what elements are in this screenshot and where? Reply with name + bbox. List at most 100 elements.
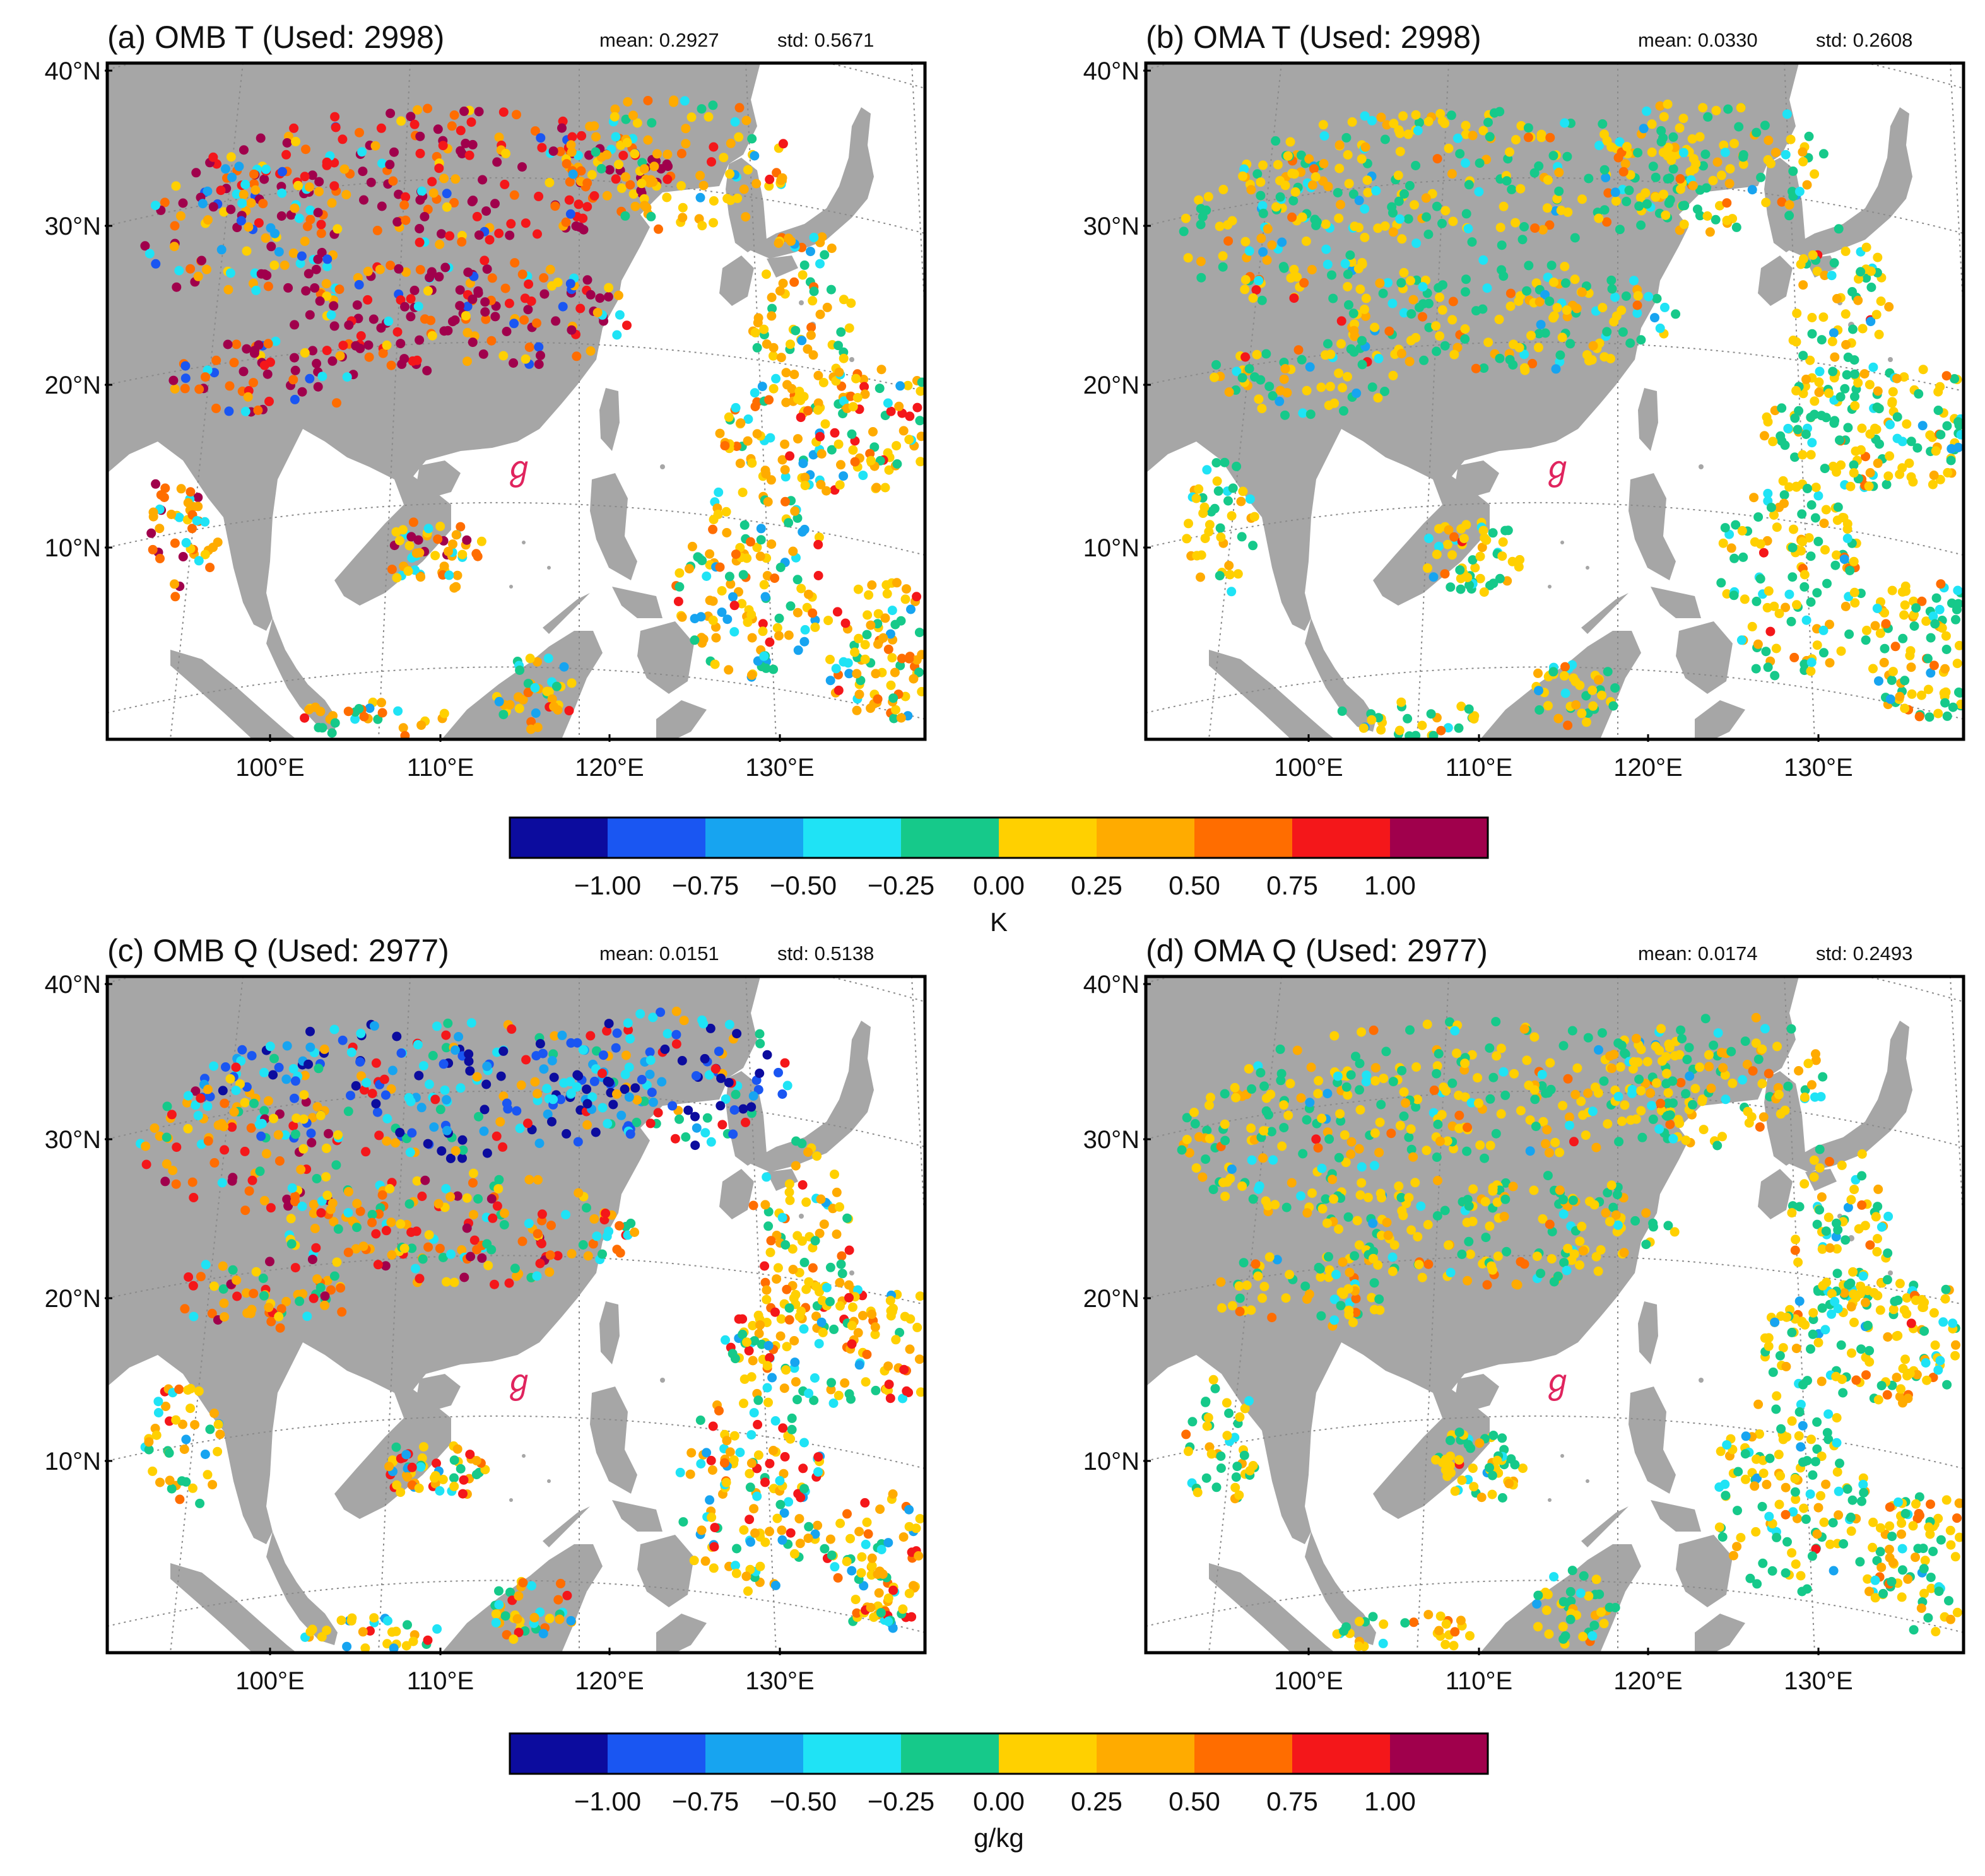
obs-dot <box>392 327 403 337</box>
obs-dot <box>352 1199 362 1209</box>
obs-dot <box>1662 1111 1672 1121</box>
obs-dot <box>891 705 900 715</box>
obs-dot <box>706 1137 716 1147</box>
obs-dot <box>300 348 310 358</box>
obs-dot <box>752 1491 762 1501</box>
obs-dot <box>194 1386 204 1396</box>
obs-dot <box>1268 391 1278 401</box>
obs-dot <box>773 1263 783 1273</box>
obs-dot <box>1819 519 1829 529</box>
obs-dot <box>1772 1532 1782 1542</box>
obs-dot <box>1705 227 1715 237</box>
obs-dot <box>1477 542 1487 553</box>
obs-dot <box>1718 538 1728 548</box>
obs-dot <box>1397 1065 1407 1076</box>
obs-dot <box>1882 479 1892 490</box>
obs-dot <box>1556 206 1566 215</box>
obs-dot <box>1605 1217 1615 1227</box>
obs-dot <box>417 1192 427 1201</box>
obs-dot <box>464 150 474 160</box>
obs-dot <box>491 1609 501 1619</box>
obs-dot <box>306 1129 316 1139</box>
obs-dot <box>286 1239 297 1249</box>
obs-dot <box>244 1186 254 1196</box>
lon-tick-label: 120°E <box>1613 754 1682 782</box>
obs-dot <box>320 1291 330 1301</box>
obs-dot <box>663 174 673 184</box>
obs-dot <box>1659 189 1668 199</box>
obs-dot <box>587 170 597 180</box>
obs-dot <box>1435 292 1445 302</box>
obs-dot <box>423 1635 433 1645</box>
obs-dot <box>1497 240 1507 250</box>
obs-dot <box>1942 421 1952 431</box>
obs-dot <box>1701 183 1711 193</box>
obs-dot <box>731 1568 741 1578</box>
obs-dot <box>1794 1296 1805 1306</box>
obs-dot <box>203 186 213 196</box>
obs-dot <box>1798 537 1808 547</box>
obs-dot <box>765 433 775 443</box>
obs-dot <box>710 659 720 669</box>
obs-dot <box>896 713 906 723</box>
obs-dot <box>1741 1431 1751 1441</box>
obs-dot <box>1717 1048 1726 1058</box>
obs-dot <box>763 1340 774 1351</box>
obs-dot <box>589 121 599 131</box>
obs-dot <box>1557 332 1567 343</box>
obs-dot <box>269 1113 278 1123</box>
obs-dot <box>485 235 495 245</box>
obs-dot <box>290 1093 299 1103</box>
obs-dot <box>737 599 747 609</box>
obs-dot <box>1642 199 1652 209</box>
obs-dot <box>1583 1033 1593 1043</box>
obs-dot <box>502 1630 512 1640</box>
obs-dot <box>474 107 484 117</box>
obs-dot <box>1634 201 1644 211</box>
obs-dot <box>444 570 454 580</box>
obs-dot <box>813 1520 823 1530</box>
obs-dot <box>1800 1085 1810 1095</box>
obs-dot <box>1194 484 1204 494</box>
obs-dot <box>800 481 810 491</box>
obs-dot <box>1899 372 1909 382</box>
obs-dot <box>307 170 317 180</box>
obs-dot <box>1644 291 1654 302</box>
obs-dot <box>1593 1266 1603 1276</box>
obs-dot <box>1828 366 1838 377</box>
obs-dot <box>794 387 804 396</box>
obs-dot <box>355 127 364 138</box>
obs-dot <box>1505 288 1516 298</box>
obs-dot <box>414 1070 424 1081</box>
obs-dot <box>1463 1122 1472 1132</box>
obs-dot <box>1695 1062 1705 1072</box>
obs-dot <box>1787 1416 1797 1426</box>
obs-dot <box>860 389 870 399</box>
obs-dot <box>787 1413 797 1423</box>
obs-dot <box>148 544 158 554</box>
obs-dot <box>1944 1596 1953 1606</box>
obs-dot <box>1951 1340 1960 1350</box>
obs-dot <box>290 1076 300 1086</box>
obs-dot <box>1198 1172 1208 1182</box>
obs-dot <box>603 292 613 302</box>
obs-dot <box>208 1480 218 1490</box>
obs-dot <box>428 188 439 198</box>
obs-dot <box>1782 1432 1792 1442</box>
obs-dot <box>1541 1088 1551 1098</box>
obs-dot <box>781 397 791 407</box>
obs-dot <box>1245 494 1255 504</box>
obs-dot <box>1410 200 1419 210</box>
obs-dot <box>458 1489 468 1499</box>
obs-dot <box>1238 486 1248 496</box>
obs-dot <box>1468 131 1478 141</box>
obs-dot <box>480 1105 490 1115</box>
obs-dot <box>598 1103 608 1113</box>
obs-dot <box>1781 1482 1791 1492</box>
obs-dot <box>1819 648 1829 658</box>
obs-dot <box>1898 1364 1908 1373</box>
obs-dot <box>1325 382 1335 392</box>
obs-dot <box>1587 1106 1598 1117</box>
obs-dot <box>412 355 422 365</box>
obs-dot <box>534 191 544 201</box>
